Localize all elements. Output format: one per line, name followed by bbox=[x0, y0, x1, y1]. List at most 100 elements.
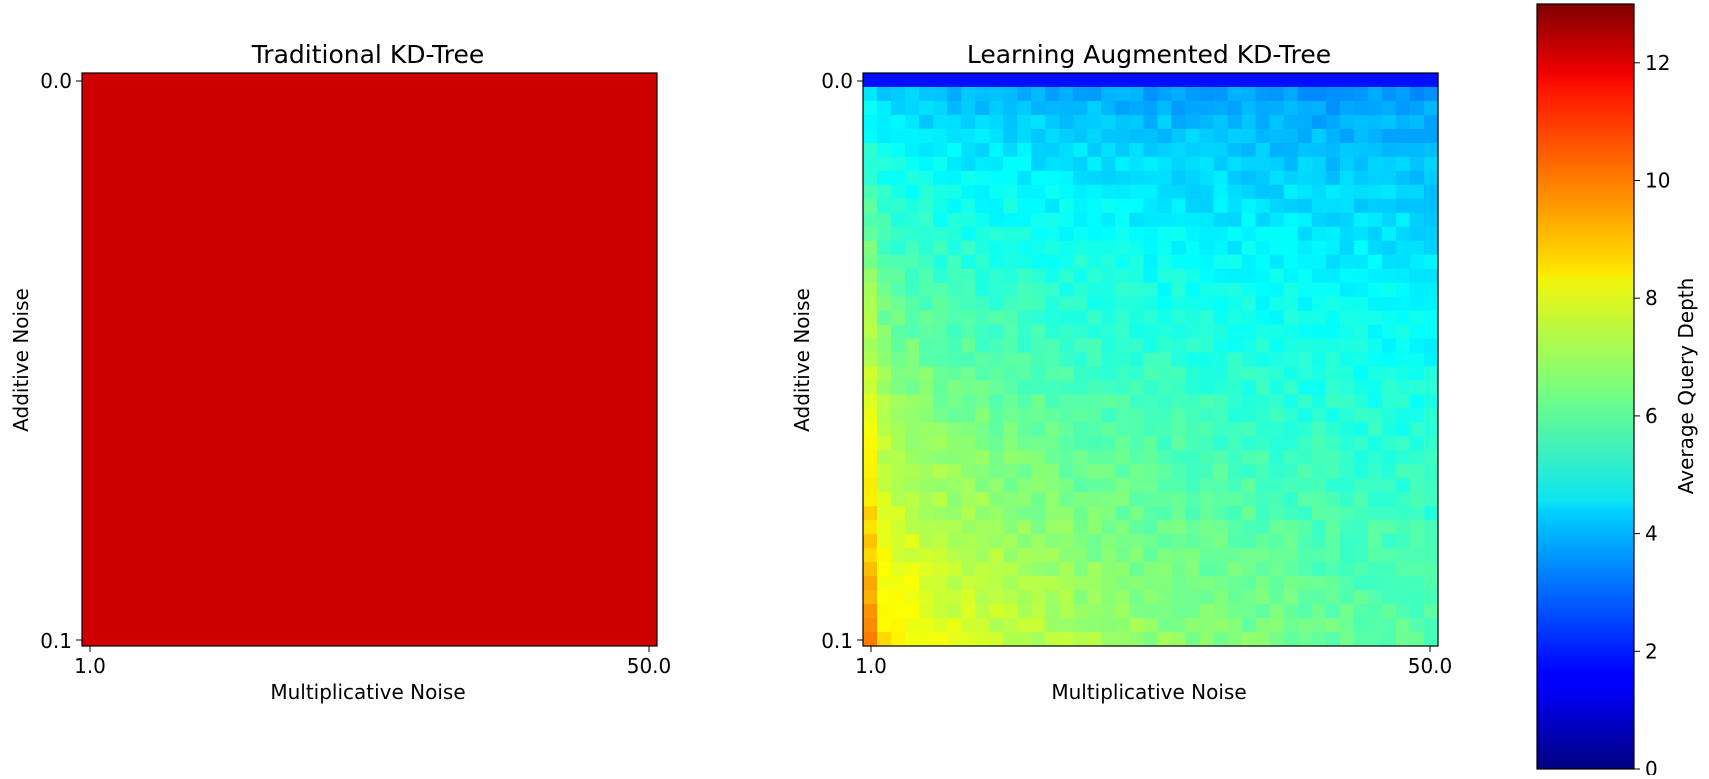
heatmap-cell bbox=[877, 310, 892, 326]
heatmap-cell bbox=[1199, 352, 1215, 368]
heatmap-cell bbox=[1325, 534, 1341, 549]
heatmap-cell bbox=[1017, 450, 1032, 465]
heatmap-cell bbox=[1101, 380, 1117, 396]
heatmap-cell bbox=[1339, 548, 1355, 563]
heatmap-cell bbox=[905, 184, 920, 200]
heatmap-cell bbox=[1129, 156, 1145, 172]
heatmap-cell bbox=[1367, 226, 1383, 242]
heatmap-cell bbox=[1269, 604, 1285, 619]
heatmap-cell bbox=[1381, 268, 1397, 284]
heatmap-cell bbox=[919, 464, 934, 479]
chart-title-traditional: Traditional KD-Tree bbox=[251, 40, 485, 69]
heatmap-cell bbox=[1381, 282, 1397, 298]
heatmap-cell bbox=[1409, 170, 1425, 186]
heatmap-cell bbox=[1213, 100, 1229, 116]
heatmap-cell bbox=[1101, 422, 1117, 437]
heatmap-cell bbox=[1143, 366, 1159, 382]
heatmap-cell bbox=[989, 534, 1004, 549]
heatmap-cell bbox=[1045, 464, 1060, 479]
heatmap-cell bbox=[1339, 464, 1355, 479]
heatmap-cell bbox=[905, 604, 920, 619]
heatmap-cell bbox=[1045, 240, 1060, 256]
heatmap-cell bbox=[1367, 506, 1383, 521]
heatmap-cell bbox=[1381, 310, 1397, 326]
heatmap-cell bbox=[961, 352, 976, 368]
heatmap-cell bbox=[1017, 114, 1032, 130]
heatmap-cell bbox=[1143, 310, 1159, 326]
heatmap-cell bbox=[1143, 324, 1159, 340]
heatmap-cell bbox=[1213, 464, 1229, 479]
heatmap-cell bbox=[1255, 156, 1271, 172]
chart-title-learning-augmented: Learning Augmented KD-Tree bbox=[967, 40, 1331, 69]
heatmap-cell bbox=[1129, 212, 1145, 228]
heatmap-cell bbox=[1073, 520, 1088, 535]
heatmap-cell bbox=[1409, 436, 1425, 451]
heatmap-cell bbox=[1367, 408, 1383, 423]
heatmap-cell bbox=[1073, 422, 1088, 437]
heatmap-cell bbox=[1269, 534, 1285, 549]
heatmap-cell bbox=[933, 492, 948, 507]
heatmap-cell bbox=[1325, 170, 1341, 186]
heatmap-cell bbox=[1381, 576, 1397, 591]
heatmap-cell bbox=[1199, 226, 1215, 242]
heatmap-cell bbox=[1143, 534, 1159, 549]
heatmap-cell bbox=[975, 86, 990, 102]
heatmap-cell bbox=[1339, 352, 1355, 368]
heatmap-cell bbox=[1213, 520, 1229, 535]
heatmap-cell bbox=[1185, 394, 1201, 410]
heatmap-cell bbox=[961, 73, 976, 88]
heatmap-cell bbox=[1031, 436, 1046, 451]
heatmap-cell bbox=[1269, 184, 1285, 200]
heatmap-cell bbox=[1409, 142, 1425, 158]
heatmap-cell bbox=[1199, 338, 1215, 354]
heatmap-cell bbox=[1297, 590, 1313, 605]
heatmap-cell bbox=[1157, 604, 1173, 619]
heatmap-cell bbox=[947, 212, 962, 228]
heatmap-cell bbox=[1297, 128, 1313, 144]
heatmap-cell bbox=[1423, 86, 1439, 102]
heatmap-cell bbox=[1241, 338, 1257, 354]
heatmap-cell bbox=[1339, 86, 1355, 102]
heatmap-cell bbox=[1213, 296, 1229, 312]
heatmap-cell bbox=[961, 436, 976, 451]
heatmap-cell bbox=[1031, 506, 1046, 521]
heatmap-cell bbox=[863, 366, 878, 382]
heatmap-cell bbox=[1353, 394, 1369, 410]
heatmap-cell bbox=[1143, 226, 1159, 242]
heatmap-cell bbox=[1157, 310, 1173, 326]
heatmap-cell bbox=[1073, 562, 1088, 577]
heatmap-cell bbox=[877, 632, 892, 647]
heatmap-cell bbox=[1115, 506, 1131, 521]
heatmap-cell bbox=[933, 576, 948, 591]
heatmap-cell bbox=[863, 478, 878, 493]
heatmap-cell bbox=[1269, 128, 1285, 144]
heatmap-cell bbox=[1367, 156, 1383, 172]
heatmap-cell bbox=[877, 324, 892, 340]
heatmap-cell bbox=[1297, 506, 1313, 521]
heatmap-cell bbox=[947, 240, 962, 256]
heatmap-cell bbox=[933, 184, 948, 200]
heatmap-cell bbox=[1213, 226, 1229, 242]
heatmap-cell bbox=[1353, 198, 1369, 214]
heatmap-cell bbox=[1381, 534, 1397, 549]
heatmap-cell bbox=[961, 114, 976, 130]
heatmap-cell bbox=[1003, 296, 1018, 312]
heatmap-cell bbox=[1073, 100, 1088, 116]
heatmap-cell bbox=[1101, 310, 1117, 326]
heatmap-cell bbox=[1171, 478, 1187, 493]
heatmap-cell bbox=[1059, 296, 1074, 312]
heatmap-cell bbox=[1311, 534, 1327, 549]
heatmap-cell bbox=[1325, 366, 1341, 382]
heatmap-cell bbox=[961, 254, 976, 270]
heatmap-cell bbox=[1199, 254, 1215, 270]
heatmap-cell bbox=[1241, 254, 1257, 270]
heatmap-cell bbox=[1409, 590, 1425, 605]
heatmap-cell bbox=[891, 506, 906, 521]
heatmap-cell bbox=[1395, 492, 1411, 507]
heatmap-cell bbox=[1073, 282, 1088, 298]
heatmap-cell bbox=[1325, 226, 1341, 242]
heatmap-cell bbox=[1255, 226, 1271, 242]
heatmap-cell bbox=[1115, 114, 1131, 130]
heatmap-cell bbox=[1339, 492, 1355, 507]
heatmap-cell bbox=[905, 352, 920, 368]
